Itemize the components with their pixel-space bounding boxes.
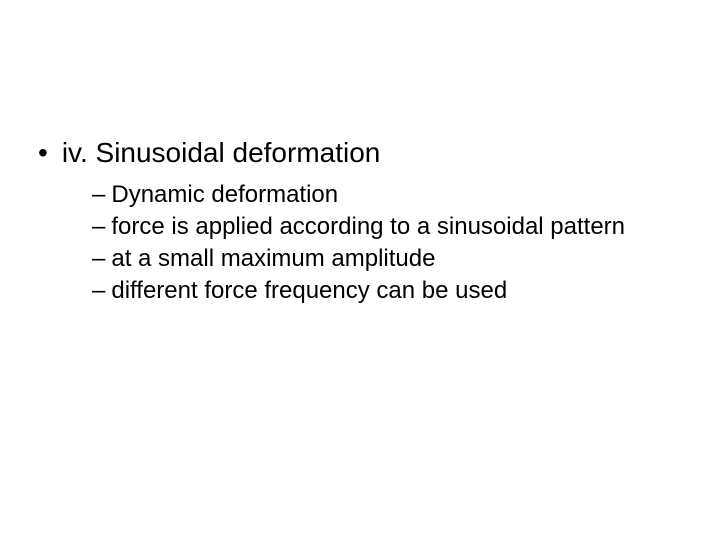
sub-bullet-marker: – <box>92 180 105 210</box>
sub-bullet-list: – Dynamic deformation – force is applied… <box>38 180 660 306</box>
sub-bullet-row: – Dynamic deformation <box>92 180 660 210</box>
main-bullet-text: iv. Sinusoidal deformation <box>62 136 381 170</box>
sub-bullet-text: different force frequency can be used <box>111 276 507 306</box>
sub-bullet-text: force is applied according to a sinusoid… <box>111 212 625 242</box>
sub-bullet-text: Dynamic deformation <box>111 180 338 210</box>
sub-bullet-text: at a small maximum amplitude <box>111 244 435 274</box>
slide-content: • iv. Sinusoidal deformation – Dynamic d… <box>0 0 720 306</box>
main-bullet-row: • iv. Sinusoidal deformation <box>38 136 660 170</box>
sub-bullet-row: – at a small maximum amplitude <box>92 244 660 274</box>
sub-bullet-row: – force is applied according to a sinuso… <box>92 212 660 242</box>
sub-bullet-marker: – <box>92 212 105 242</box>
sub-bullet-marker: – <box>92 244 105 274</box>
sub-bullet-marker: – <box>92 276 105 306</box>
sub-bullet-row: – different force frequency can be used <box>92 276 660 306</box>
main-bullet-marker: • <box>38 136 48 170</box>
